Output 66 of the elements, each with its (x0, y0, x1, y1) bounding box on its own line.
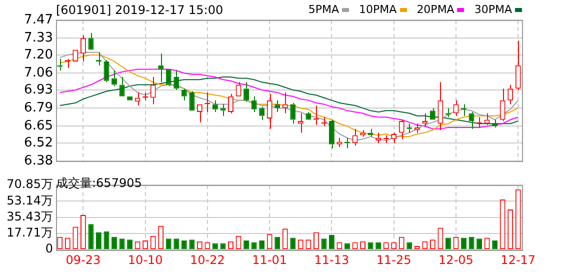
x-tick-label: 09-23 (66, 252, 101, 267)
y-tick-label: 7.20 (24, 47, 53, 62)
bar (329, 235, 334, 250)
candlestick (80, 35, 86, 62)
x-tick-label: 11-13 (314, 252, 350, 267)
y-tick-label: 53.14万 (6, 193, 53, 208)
y-tick-label: 6.65 (24, 118, 53, 134)
bar (112, 236, 117, 250)
y-tick-label: 17.71万 (6, 226, 53, 240)
bar (321, 238, 327, 250)
x-tick-label: 12-05 (438, 252, 474, 267)
candlestick (290, 102, 296, 124)
y-tick-label: 7.06 (24, 65, 53, 80)
x-tick-label: 11-25 (376, 252, 412, 267)
bar (174, 238, 180, 250)
chart-title: [601901] 2019-12-17 15:00 (56, 3, 224, 17)
candlestick (134, 92, 140, 106)
candlestick (266, 93, 272, 130)
legend-label: 10PMA (359, 3, 398, 16)
candlestick (391, 132, 397, 144)
candlestick (508, 84, 514, 105)
candlestick (251, 96, 257, 112)
candlestick (228, 93, 234, 114)
y-tick-label: 6.38 (24, 154, 53, 169)
candlestick (484, 112, 490, 126)
y-tick-label: 35.43万 (6, 209, 53, 224)
bar (166, 238, 172, 250)
candlestick (500, 88, 506, 122)
bar (274, 236, 280, 250)
y-tick-label: 6.79 (24, 100, 53, 116)
candlestick (189, 90, 195, 111)
x-tick-label: 11-01 (252, 252, 288, 267)
x-tick-label: 10-22 (190, 252, 225, 267)
bar (461, 238, 466, 250)
x-tick-label: 12-17 (500, 252, 536, 267)
bar (127, 240, 132, 250)
y-tick-label: 6.93 (24, 82, 53, 98)
x-tick-label: 10-10 (128, 252, 163, 267)
legend-label: 5PMA (308, 3, 340, 16)
candlestick (244, 82, 249, 102)
legend-label: 30PMA (474, 3, 513, 16)
y-tick-label: 6.52 (24, 135, 53, 150)
chart-title: 成交量:657905 (56, 175, 142, 192)
legend-label: 20PMA (416, 3, 456, 16)
candlestick (438, 82, 444, 131)
bar (96, 232, 102, 250)
candlestick (329, 119, 334, 149)
bar (446, 238, 451, 250)
bar (290, 238, 296, 250)
candlestick (282, 92, 288, 114)
candlestick (453, 100, 459, 116)
y-tick-label: 0 (45, 242, 53, 256)
y-tick-label: 70.85万 (6, 177, 53, 192)
bar (476, 238, 482, 250)
candlestick (430, 108, 436, 120)
candlestick (306, 111, 312, 120)
candlestick (398, 119, 404, 140)
y-tick-label: 7.33 (24, 30, 53, 46)
candlestick (274, 100, 280, 112)
y-tick-label: 7.47 (24, 12, 53, 28)
candlestick (150, 76, 156, 105)
bar (88, 224, 94, 250)
candlestick (88, 32, 94, 50)
bar (189, 240, 195, 250)
candlestick (174, 70, 180, 90)
candlestick (212, 100, 218, 112)
